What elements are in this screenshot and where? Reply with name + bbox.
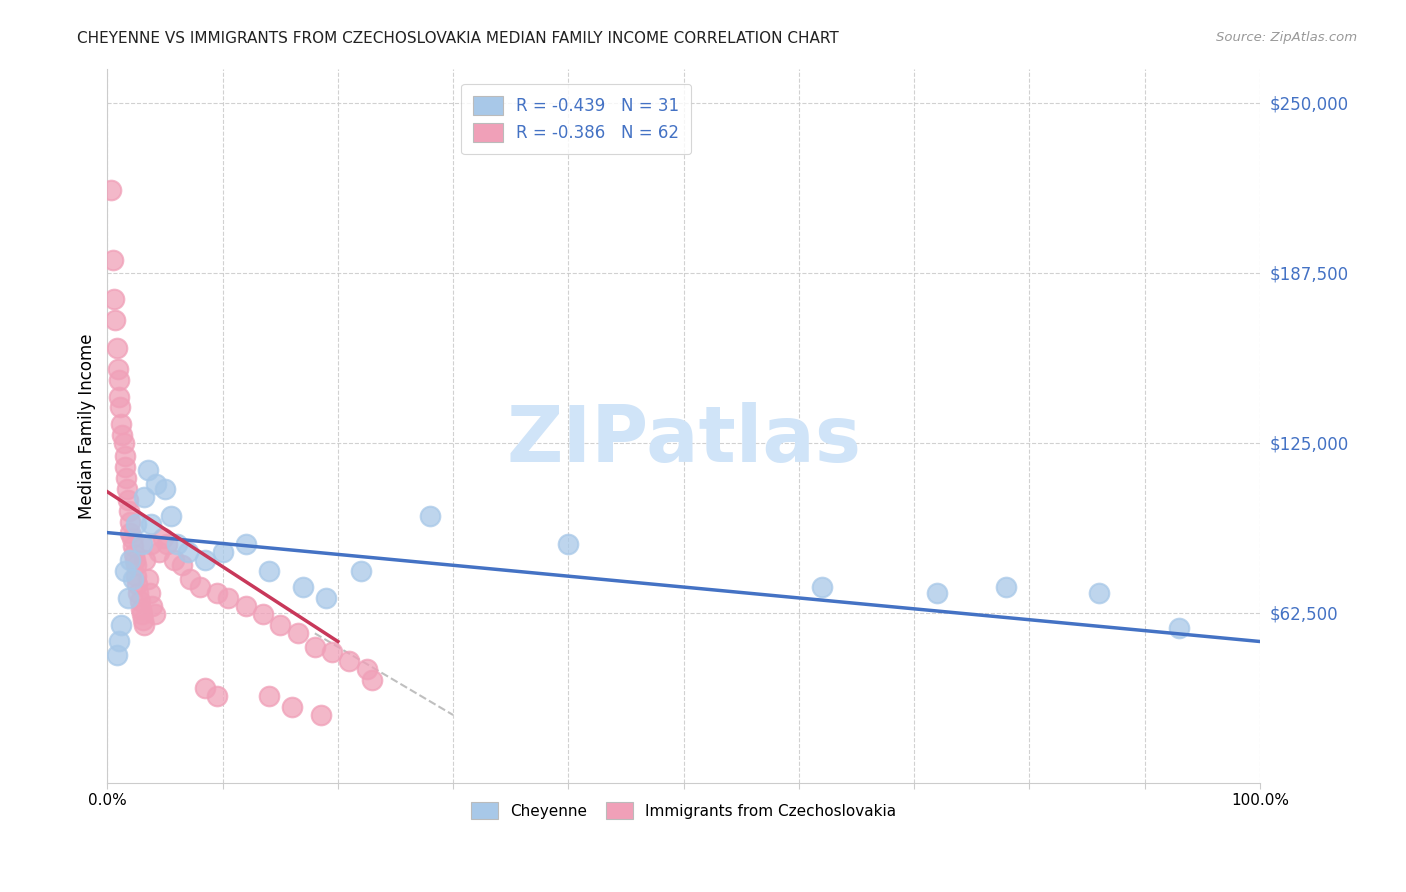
Point	[122, 548, 145, 562]
Point	[995, 580, 1018, 594]
Point	[117, 492, 139, 507]
Point	[269, 618, 291, 632]
Point	[103, 292, 125, 306]
Point	[252, 607, 274, 622]
Point	[128, 585, 150, 599]
Point	[108, 634, 131, 648]
Point	[115, 482, 138, 496]
Point	[118, 504, 141, 518]
Point	[134, 618, 156, 632]
Point	[107, 362, 129, 376]
Point	[104, 313, 127, 327]
Point	[145, 476, 167, 491]
Point	[128, 593, 150, 607]
Point	[110, 417, 132, 431]
Point	[152, 531, 174, 545]
Point	[120, 525, 142, 540]
Point	[292, 580, 315, 594]
Point	[287, 626, 309, 640]
Point	[141, 517, 163, 532]
Point	[117, 591, 139, 605]
Point	[125, 517, 148, 532]
Point	[188, 580, 211, 594]
Point	[112, 435, 135, 450]
Point	[350, 564, 373, 578]
Point	[179, 572, 201, 586]
Point	[257, 564, 280, 578]
Point	[121, 572, 143, 586]
Point	[153, 482, 176, 496]
Point	[111, 427, 134, 442]
Point	[131, 536, 153, 550]
Point	[108, 373, 131, 387]
Point	[120, 515, 142, 529]
Point	[114, 471, 136, 485]
Point	[136, 572, 159, 586]
Text: CHEYENNE VS IMMIGRANTS FROM CZECHOSLOVAKIA MEDIAN FAMILY INCOME CORRELATION CHAR: CHEYENNE VS IMMIGRANTS FROM CZECHOSLOVAK…	[77, 31, 839, 46]
Point	[101, 253, 124, 268]
Point	[356, 662, 378, 676]
Point	[143, 607, 166, 622]
Point	[235, 536, 257, 550]
Text: ZIPatlas: ZIPatlas	[506, 402, 860, 478]
Point	[114, 460, 136, 475]
Point	[134, 553, 156, 567]
Point	[321, 645, 343, 659]
Point	[124, 553, 146, 567]
Point	[108, 401, 131, 415]
Point	[156, 536, 179, 550]
Point	[125, 558, 148, 573]
Point	[419, 509, 441, 524]
Point	[281, 699, 304, 714]
Point	[205, 689, 228, 703]
Point	[127, 577, 149, 591]
Point	[121, 531, 143, 545]
Legend: Cheyenne, Immigrants from Czechoslovakia: Cheyenne, Immigrants from Czechoslovakia	[464, 796, 903, 825]
Point	[557, 536, 579, 550]
Point	[110, 618, 132, 632]
Point	[217, 591, 239, 605]
Point	[141, 599, 163, 613]
Point	[105, 648, 128, 662]
Point	[172, 558, 194, 573]
Point	[927, 585, 949, 599]
Point	[309, 708, 332, 723]
Point	[177, 544, 200, 558]
Point	[339, 654, 361, 668]
Point	[108, 390, 131, 404]
Point	[129, 602, 152, 616]
Point	[194, 681, 217, 695]
Point	[1168, 621, 1191, 635]
Point	[136, 463, 159, 477]
Point	[257, 689, 280, 703]
Point	[114, 450, 136, 464]
Point	[105, 341, 128, 355]
Point	[114, 564, 136, 578]
Point	[100, 183, 122, 197]
Point	[134, 490, 156, 504]
Y-axis label: Median Family Income: Median Family Income	[79, 333, 96, 518]
Point	[811, 580, 834, 594]
Point	[121, 539, 143, 553]
Point	[235, 599, 257, 613]
Point	[194, 553, 217, 567]
Point	[139, 585, 162, 599]
Point	[211, 544, 233, 558]
Point	[163, 553, 186, 567]
Point	[315, 591, 337, 605]
Point	[120, 553, 142, 567]
Text: Source: ZipAtlas.com: Source: ZipAtlas.com	[1216, 31, 1357, 45]
Point	[361, 673, 384, 687]
Point	[1087, 585, 1109, 599]
Point	[148, 544, 170, 558]
Point	[205, 585, 228, 599]
Point	[131, 607, 153, 622]
Point	[141, 536, 163, 550]
Point	[166, 536, 188, 550]
Point	[132, 613, 155, 627]
Point	[304, 640, 326, 654]
Point	[159, 509, 181, 524]
Point	[125, 569, 148, 583]
